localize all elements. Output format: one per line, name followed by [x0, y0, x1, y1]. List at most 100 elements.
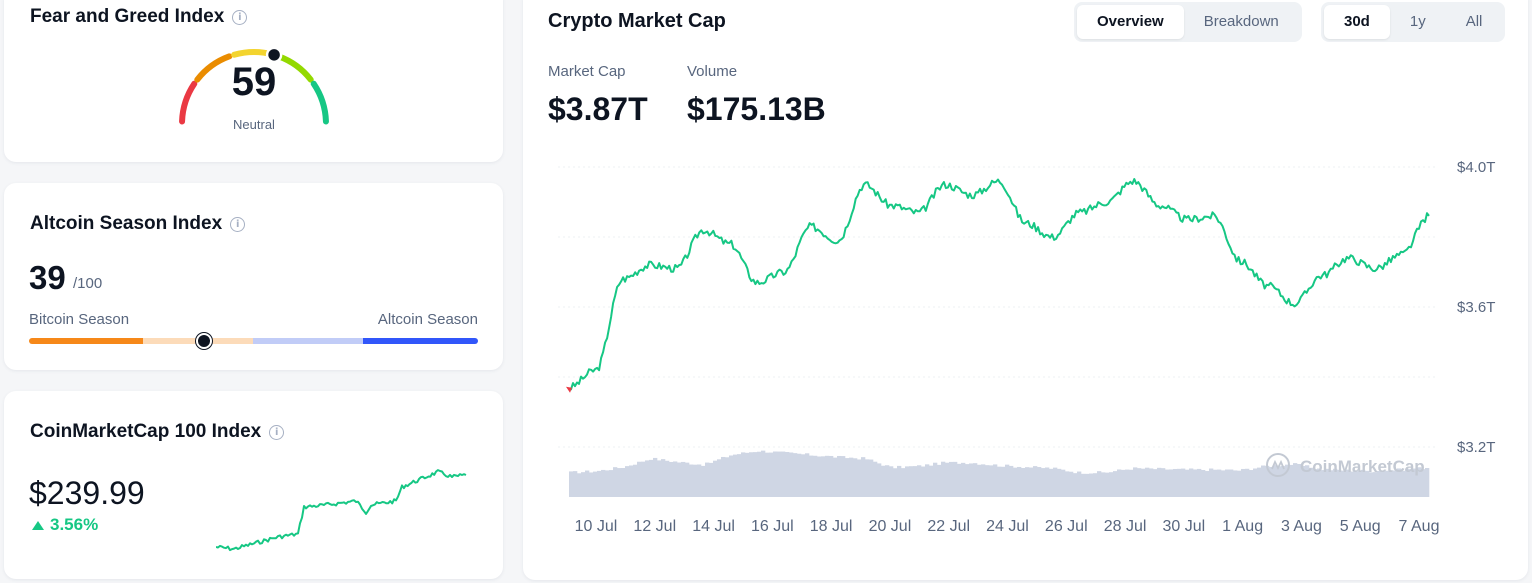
volume-bar [1341, 470, 1346, 497]
volume-bar [1009, 465, 1014, 497]
x-axis-tick: 28 Jul [1104, 518, 1147, 535]
volume-bar [1005, 464, 1010, 497]
volume-bar [1201, 470, 1206, 497]
volume-bar [965, 464, 970, 497]
gauge-segment-extreme-fear [179, 80, 198, 125]
volume-bar [1377, 470, 1382, 497]
volume-bar [989, 465, 994, 497]
fear-greed-value: 59 [231, 60, 277, 104]
volume-bar [669, 461, 674, 497]
volume-bar [1397, 468, 1402, 497]
volume-bar [817, 456, 822, 497]
range-1y[interactable]: 1y [1409, 13, 1426, 30]
volume-bar [969, 463, 974, 497]
volume-bar [1265, 465, 1270, 497]
volume-bar [1137, 468, 1142, 497]
volume-bar [913, 466, 918, 497]
volume-bar [597, 470, 602, 497]
volume-bar [681, 461, 686, 497]
volume-bar [1233, 470, 1238, 497]
market-cap-chart[interactable]: $4.0T $3.6T $3.2T CoinMarketCap 10 Jul 12 Jul… [523, 0, 1528, 580]
volume-bar [657, 460, 662, 497]
volume-bar [1345, 469, 1350, 497]
volume-bar [1241, 468, 1246, 497]
range-30d[interactable]: 30d [1324, 5, 1390, 39]
info-icon[interactable]: i [269, 424, 285, 440]
volume-bar [793, 453, 798, 497]
volume-bar [961, 462, 966, 497]
x-axis-tick: 16 Jul [751, 518, 794, 535]
volume-bar [1237, 470, 1242, 497]
volume-bar [593, 471, 598, 497]
volume-bar [581, 472, 586, 497]
volume-value: $175.13B [687, 91, 826, 127]
volume-bar [945, 462, 950, 497]
volume-bar [1409, 469, 1414, 497]
volume-bar [1101, 472, 1106, 497]
volume-bar [701, 465, 706, 497]
volume-bar [909, 466, 914, 497]
volume-bar [705, 462, 710, 497]
tab-overview[interactable]: Overview [1077, 5, 1184, 39]
volume-bar [1129, 469, 1134, 497]
volume-bar [1277, 466, 1282, 497]
volume-bar [717, 459, 722, 497]
volume-bar [677, 462, 682, 497]
x-axis-tick: 24 Jul [986, 518, 1029, 535]
range-all[interactable]: All [1465, 13, 1483, 30]
volume-bar [585, 470, 590, 497]
fear-greed-title: Fear and Greed Index i [30, 6, 248, 28]
volume-bar [1177, 468, 1182, 497]
volume-bar [1113, 471, 1118, 497]
x-axis-tick: 1 Aug [1222, 518, 1263, 535]
x-axis-tick: 3 Aug [1281, 518, 1322, 535]
cmc100-card: CoinMarketCap 100 Index i $239.99 3.56% [4, 391, 503, 579]
volume-bar [1361, 469, 1366, 497]
volume-bar [1325, 468, 1330, 497]
volume-bar [1257, 467, 1262, 497]
volume-bar [1401, 470, 1406, 497]
volume-bar [1093, 473, 1098, 497]
gauge-segment-fear [194, 53, 233, 83]
volume-bar [1165, 469, 1170, 497]
range-toggle: 30d 1y All [1321, 2, 1506, 42]
volume-bar [805, 453, 810, 497]
info-icon[interactable]: i [230, 216, 246, 232]
volume-bar [1385, 470, 1390, 497]
volume-bar [649, 459, 654, 497]
volume-bar [917, 465, 922, 497]
info-icon[interactable]: i [232, 9, 248, 25]
volume-bar [1017, 466, 1022, 497]
volume-bar [653, 457, 658, 497]
volume-bar [625, 466, 630, 497]
market-cap-value: $3.87T [548, 91, 648, 127]
altcoin-season-title-text: Altcoin Season Index [30, 213, 223, 234]
cmc100-change-value: 3.56% [50, 515, 99, 534]
altcoin-season-indicator [196, 333, 213, 349]
volume-bar [629, 465, 634, 497]
volume-bar [901, 468, 906, 497]
volume-bar [1269, 466, 1274, 497]
volume-bar [889, 466, 894, 497]
volume-bar [589, 472, 594, 497]
volume-bar [813, 455, 818, 497]
volume-bar [1033, 466, 1038, 497]
volume-bar [1073, 473, 1078, 497]
volume-bar [957, 463, 962, 497]
volume-bar [1389, 470, 1394, 497]
volume-bar [725, 457, 730, 497]
volume-bar [1413, 468, 1418, 497]
volume-bar [1317, 468, 1322, 497]
volume-bar [1393, 470, 1398, 497]
tab-breakdown[interactable]: Breakdown [1203, 13, 1279, 30]
fear-greed-card: Fear and Greed Index i 59 Neutral [4, 0, 503, 162]
volume-bar [749, 452, 754, 497]
altcoin-season-label: Altcoin Season [377, 311, 478, 328]
volume-bar [1077, 471, 1082, 497]
volume-bar [1313, 469, 1318, 497]
volume-bar [781, 451, 786, 497]
volume-bar [1125, 469, 1130, 497]
x-axis-tick: 22 Jul [927, 518, 970, 535]
chart-title: Crypto Market Cap [548, 10, 726, 32]
volume-bar [1029, 467, 1034, 497]
